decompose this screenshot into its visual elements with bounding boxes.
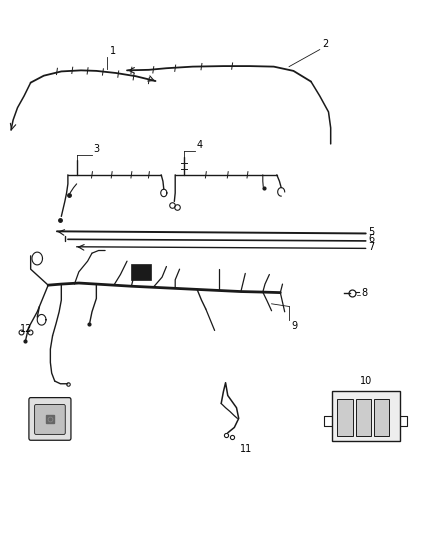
FancyBboxPatch shape [337,399,353,436]
FancyBboxPatch shape [374,399,389,436]
Text: 1: 1 [110,46,116,56]
Text: 4: 4 [196,140,202,150]
Text: 7: 7 [368,242,374,252]
Text: 3: 3 [93,143,99,154]
Text: 9: 9 [291,321,297,332]
Text: 6: 6 [368,235,374,244]
FancyBboxPatch shape [35,405,65,434]
Text: 11: 11 [240,444,252,454]
Text: 10: 10 [360,376,372,386]
Text: 2: 2 [322,39,328,49]
FancyBboxPatch shape [332,391,400,441]
Text: 8: 8 [361,288,367,297]
FancyBboxPatch shape [356,399,371,436]
FancyBboxPatch shape [29,398,71,440]
FancyBboxPatch shape [131,264,151,280]
Text: 5: 5 [368,227,374,237]
Text: 12: 12 [20,324,32,334]
